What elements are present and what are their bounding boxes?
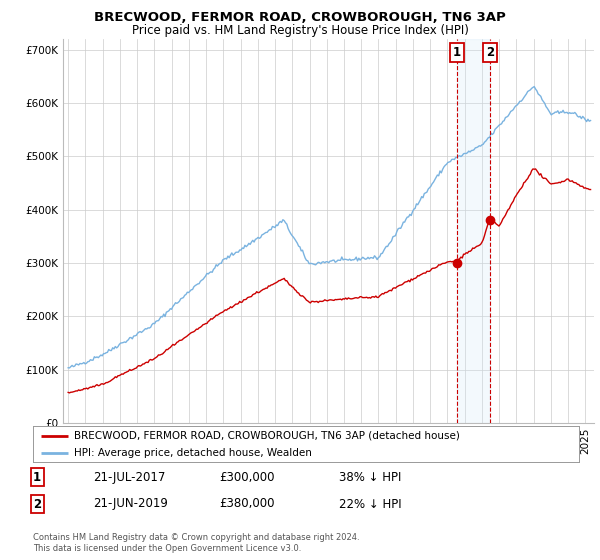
Text: 2: 2 xyxy=(486,46,494,59)
Text: 21-JUL-2017: 21-JUL-2017 xyxy=(93,470,166,484)
Text: £300,000: £300,000 xyxy=(219,470,275,484)
Text: Contains HM Land Registry data © Crown copyright and database right 2024.
This d: Contains HM Land Registry data © Crown c… xyxy=(33,533,359,553)
Text: 21-JUN-2019: 21-JUN-2019 xyxy=(93,497,168,511)
Bar xyxy=(457,39,490,423)
Text: 38% ↓ HPI: 38% ↓ HPI xyxy=(339,470,401,484)
Text: Price paid vs. HM Land Registry's House Price Index (HPI): Price paid vs. HM Land Registry's House … xyxy=(131,24,469,36)
Text: £380,000: £380,000 xyxy=(219,497,275,511)
Text: BRECWOOD, FERMOR ROAD, CROWBOROUGH, TN6 3AP (detached house): BRECWOOD, FERMOR ROAD, CROWBOROUGH, TN6 … xyxy=(74,431,460,441)
Text: BRECWOOD, FERMOR ROAD, CROWBOROUGH, TN6 3AP: BRECWOOD, FERMOR ROAD, CROWBOROUGH, TN6 … xyxy=(94,11,506,24)
Text: 2: 2 xyxy=(33,497,41,511)
Text: 1: 1 xyxy=(33,470,41,484)
Text: 22% ↓ HPI: 22% ↓ HPI xyxy=(339,497,401,511)
Text: 1: 1 xyxy=(453,46,461,59)
Text: HPI: Average price, detached house, Wealden: HPI: Average price, detached house, Weal… xyxy=(74,448,312,458)
